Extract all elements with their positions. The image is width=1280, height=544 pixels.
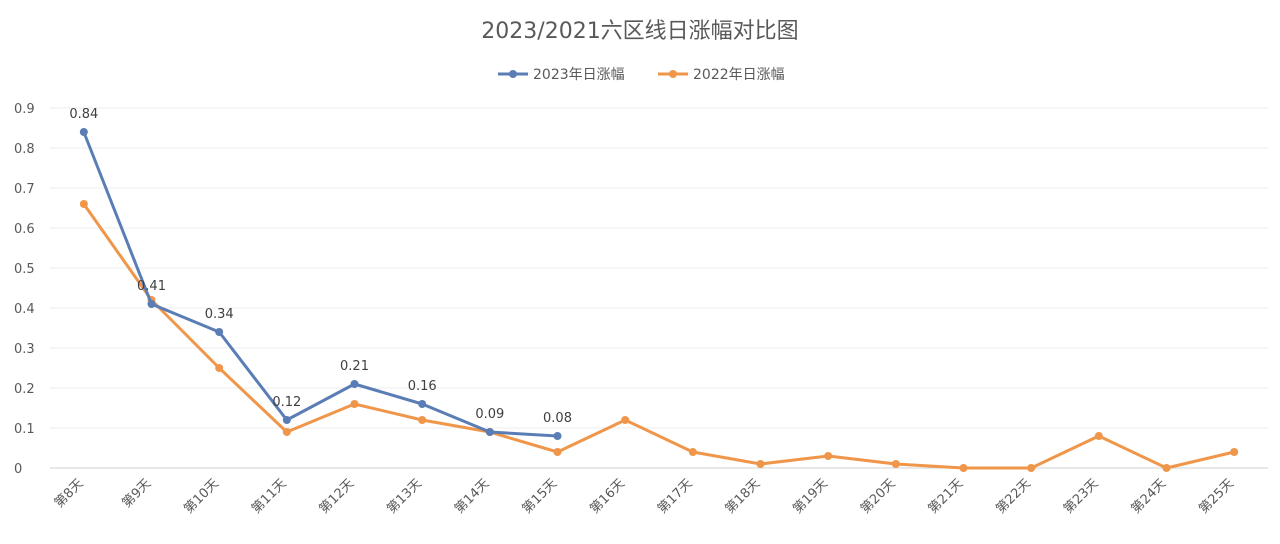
data-point — [418, 400, 427, 408]
x-tick-label: 第21天 — [926, 476, 967, 517]
series-line-1 — [82, 202, 1236, 470]
y-axis-tick-labels: 0 0.1 0.2 0.3 0.4 0.5 0.6 0.7 0.8 0.9 — [14, 102, 35, 477]
gridlines — [50, 107, 1268, 469]
legend-label-2022: 2022年日涨幅 — [693, 67, 785, 83]
data-label: 0.12 — [272, 395, 301, 410]
data-point — [485, 428, 494, 436]
x-tick-label: 第15天 — [520, 476, 561, 517]
data-point — [1162, 464, 1171, 472]
y-tick-label: 0 — [14, 462, 22, 477]
data-point — [282, 416, 291, 424]
legend-item-2023: 2023年日涨幅 — [498, 67, 625, 83]
x-axis-tick-labels: 第8天 第9天 第10天 第11天 第12天 第13天 第14天 第15天 第16天 第17天 第1… — [52, 476, 1237, 517]
x-tick-label: 第10天 — [181, 476, 222, 517]
data-label: 0.08 — [543, 411, 572, 426]
y-tick-label: 0.2 — [14, 382, 35, 397]
legend-label-2023: 2023年日涨幅 — [533, 67, 625, 83]
data-label: 0.09 — [475, 407, 504, 422]
data-point — [688, 448, 697, 456]
data-point — [79, 128, 88, 136]
data-point — [215, 328, 224, 336]
data-point — [418, 416, 427, 424]
data-point — [147, 300, 156, 308]
data-point — [1094, 432, 1103, 440]
y-tick-label: 0.9 — [14, 102, 35, 117]
data-point — [756, 460, 765, 468]
data-point — [553, 432, 562, 440]
x-tick-label: 第12天 — [317, 476, 358, 517]
legend: 2023年日涨幅 2022年日涨幅 — [498, 67, 785, 83]
data-labels: 0.84 0.41 0.34 0.12 0.21 0.16 0.09 0.08 — [69, 107, 572, 426]
legend-marker-2023 — [509, 70, 517, 78]
x-tick-label: 第16天 — [587, 476, 628, 517]
y-tick-label: 0.5 — [14, 262, 35, 277]
y-tick-label: 0.3 — [14, 342, 35, 357]
data-point — [1230, 448, 1239, 456]
x-tick-label: 第24天 — [1129, 476, 1170, 517]
y-tick-label: 0.1 — [14, 422, 35, 437]
y-tick-label: 0.4 — [14, 302, 35, 317]
data-point — [350, 380, 359, 388]
x-tick-label: 第13天 — [384, 476, 425, 517]
x-tick-label: 第8天 — [52, 476, 87, 511]
data-label: 0.41 — [137, 279, 166, 294]
x-tick-label: 第23天 — [1061, 476, 1102, 517]
x-tick-label: 第14天 — [452, 476, 493, 517]
x-tick-label: 第18天 — [723, 476, 764, 517]
legend-item-2022: 2022年日涨幅 — [658, 67, 785, 83]
data-label: 0.84 — [69, 107, 98, 122]
chart-title: 2023/2021六区线日涨幅对比图 — [481, 19, 798, 44]
legend-marker-2022 — [669, 70, 677, 78]
data-point — [282, 428, 291, 436]
data-point — [1027, 464, 1036, 472]
data-point — [959, 464, 968, 472]
data-point — [350, 400, 359, 408]
data-point — [824, 452, 833, 460]
x-tick-label: 第9天 — [119, 476, 154, 511]
data-label: 0.16 — [408, 379, 437, 394]
data-point — [621, 416, 630, 424]
data-point — [215, 364, 224, 372]
data-point — [891, 460, 900, 468]
x-tick-label: 第19天 — [790, 476, 831, 517]
data-label: 0.34 — [205, 307, 234, 322]
x-tick-label: 第11天 — [249, 476, 290, 517]
data-point — [553, 448, 562, 456]
x-tick-label: 第25天 — [1196, 476, 1237, 517]
y-tick-label: 0.8 — [14, 142, 35, 157]
y-tick-label: 0.6 — [14, 222, 35, 237]
data-point — [79, 200, 88, 208]
y-tick-label: 0.7 — [14, 182, 35, 197]
series-lines — [79, 128, 1239, 472]
x-tick-label: 第22天 — [993, 476, 1034, 517]
x-tick-label: 第17天 — [655, 476, 696, 517]
data-label: 0.21 — [340, 359, 369, 374]
x-tick-label: 第20天 — [858, 476, 899, 517]
series-line-0 — [82, 130, 559, 438]
